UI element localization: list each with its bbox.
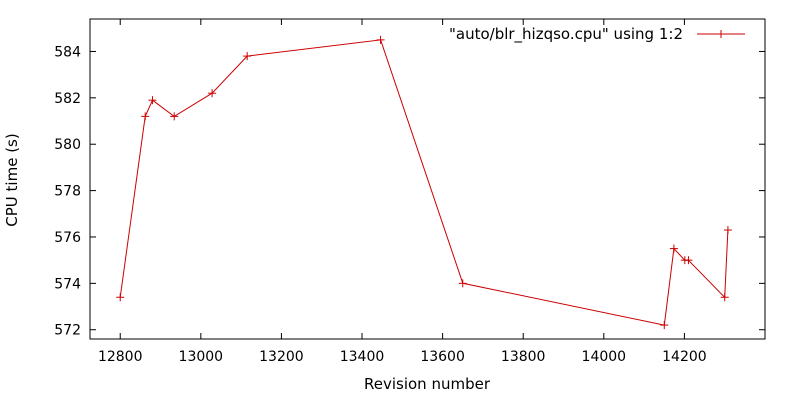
legend: "auto/blr_hizqso.cpu" using 1:2 [449, 25, 745, 44]
x-axis-title: Revision number [364, 375, 491, 393]
y-axis-ticks: 572 574 576 578 580 582 584 [54, 44, 765, 339]
data-point [684, 256, 693, 265]
y-tick-label: 582 [54, 91, 81, 107]
data-point [660, 321, 669, 330]
y-tick-label: 578 [54, 184, 81, 200]
legend-label: "auto/blr_hizqso.cpu" using 1:2 [449, 25, 683, 44]
x-tick-label: 13600 [420, 349, 465, 365]
data-point [116, 293, 125, 302]
data-point [669, 244, 678, 253]
y-tick-label: 584 [54, 44, 81, 60]
y-tick-label: 574 [54, 276, 81, 292]
data-point [720, 293, 729, 302]
series-line [119, 39, 729, 326]
plot-frame [89, 18, 766, 340]
x-tick-label: 14000 [582, 349, 627, 365]
data-point [141, 112, 150, 121]
x-tick-label: 13200 [259, 349, 304, 365]
y-tick-label: 576 [54, 230, 81, 246]
data-point [243, 52, 252, 61]
legend-marker [717, 30, 725, 38]
x-tick-label: 13000 [179, 349, 224, 365]
x-tick-label: 13800 [501, 349, 546, 365]
data-point [458, 279, 467, 288]
data-point [723, 226, 732, 235]
data-point [208, 89, 217, 98]
y-axis-title: CPU time (s) [3, 133, 21, 226]
x-axis-ticks: 12800 13000 13200 13400 13600 13800 14000 14200 [98, 19, 707, 365]
x-tick-label: 12800 [98, 349, 143, 365]
series-layer [116, 35, 732, 330]
x-tick-label: 14200 [662, 349, 707, 365]
x-tick-label: 13400 [340, 349, 385, 365]
y-tick-label: 572 [54, 323, 81, 339]
y-tick-label: 580 [54, 137, 81, 153]
data-point [376, 35, 385, 44]
data-point [148, 96, 157, 105]
data-point [170, 112, 179, 121]
